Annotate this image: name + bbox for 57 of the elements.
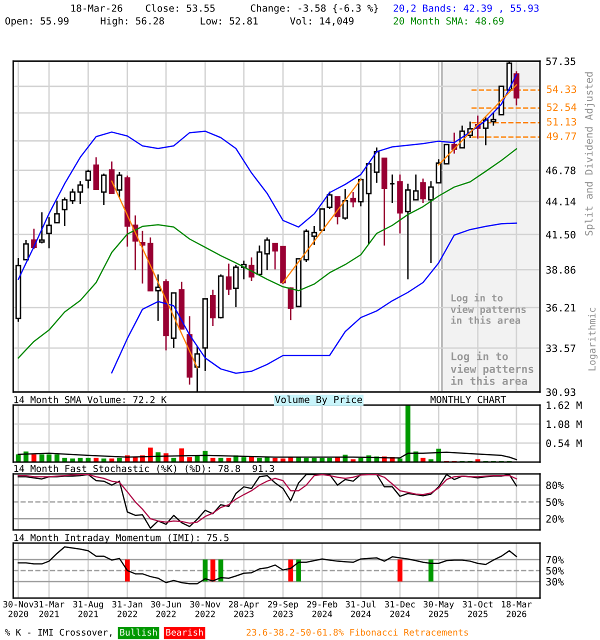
y-tick-label: 38.86 [546, 266, 576, 274]
text: 23.6-38.2-50-61.8% Fibonacci Retracements [246, 628, 468, 636]
text: Volume By Price [275, 396, 362, 406]
x-tick-label: 30-Nov 2022 [190, 600, 220, 618]
chart-title: 14 Month SMA Volume: 72.2 K [14, 396, 167, 404]
ref-line-label: 51.13 [547, 118, 576, 126]
annotation: Log in to view patterns in this area [450, 294, 526, 324]
text: Bullish [120, 628, 157, 636]
text: MONTHLY CHART [430, 396, 506, 404]
text: 20,2 Bands: 42.39 , 55.93 [394, 4, 539, 14]
x-tick-label: 31-Oct 2025 [462, 600, 493, 618]
y-tick-label: 30% [546, 578, 564, 586]
band-label: Log in to view patterns in this area [450, 351, 534, 385]
text: High: 56.28 [100, 17, 164, 26]
y-tick-label: 80% [546, 481, 564, 490]
chart-title: 14 Month Fast Stochastic (%K) (%D): 78.8 91.3 [14, 464, 274, 474]
text: Logarithmic [588, 308, 598, 370]
y-tick-label: 44.14 [546, 198, 576, 206]
x-tick-label: 31-Mar 2021 [34, 600, 64, 618]
y-tick-label: 36.21 [546, 304, 576, 312]
ref-line-label: 54.33 [547, 85, 576, 94]
y-tick-label: 41.50 [546, 230, 576, 238]
x-tick-label: 18-Mar 2026 [502, 600, 532, 618]
text: Low: 52.81 [200, 17, 258, 25]
x-tick-label: 31-Jul 2024 [346, 600, 376, 618]
text: 18-Mar-26 [71, 4, 122, 12]
text: 20 Month SMA: 48.69 [394, 17, 504, 25]
x-tick-label: 29-Feb 2024 [307, 600, 338, 618]
x-tick-label: 30-May 2025 [424, 600, 454, 618]
y-tick-label: 20% [546, 515, 564, 523]
legend-title: % K - IMI Crossover, [4, 628, 112, 637]
x-tick-label: 29-Sep 2023 [268, 600, 298, 618]
x-tick-label: 30-Nov 2020 [3, 600, 34, 618]
y-tick-label: 57.35 [546, 57, 576, 66]
text: Open: 55.99 [5, 17, 69, 26]
x-tick-label: 28-Apr 2023 [228, 600, 260, 618]
y-axis-title: Split and Dividend Adjusted [584, 72, 595, 236]
x-tick-label: 30-Jun 2022 [151, 600, 181, 618]
ref-line-label: 49.77 [546, 132, 576, 140]
x-tick-label: 31-Dec 2024 [385, 600, 415, 618]
y-tick-label: 50% [546, 566, 564, 575]
y-tick-label: 33.57 [546, 344, 576, 352]
y-tick-label: 0.54 M [546, 439, 582, 448]
text: Vol: 14,049 [290, 17, 354, 26]
y-tick-label: 30.93 [546, 388, 576, 396]
y-tick-label: 70% [546, 556, 564, 564]
text: Bearish [166, 628, 203, 636]
y-tick-label: 1.62 M [546, 401, 582, 410]
text: Change: -3.58 {-6.3 %} [250, 4, 378, 14]
x-tick-label: 31-Aug 2021 [73, 600, 103, 618]
ref-line-label: 52.54 [547, 103, 576, 112]
text: Close: 53.55 [146, 4, 215, 12]
chart-title: 14 Month Intraday Momentum (IMI): 75.5 [14, 534, 229, 544]
y-tick-label: 46.78 [546, 166, 576, 174]
y-tick-label: 50% [546, 498, 564, 506]
y-tick-label: 1.08 M [546, 420, 582, 428]
x-tick-label: 31-Jan 2022 [112, 600, 142, 618]
